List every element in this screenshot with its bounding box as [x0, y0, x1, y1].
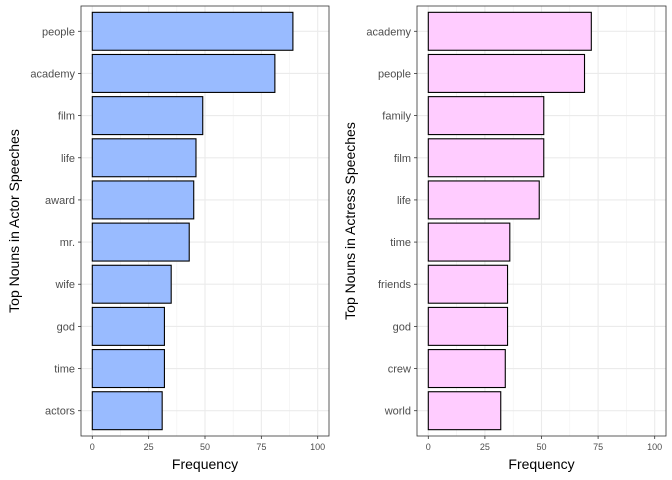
- actress-x-tick-label: 0: [426, 442, 431, 452]
- actress-x-tick-label: 100: [647, 442, 662, 452]
- actor-bar-mr: [91, 222, 190, 262]
- actress-bar-people: [427, 53, 586, 93]
- actor-y-tick-label: god: [57, 321, 75, 333]
- actor-bar-time: [91, 349, 165, 389]
- actor-bar-film: [91, 96, 204, 136]
- actor-y-tick-label: people: [42, 26, 75, 38]
- actor-bar-people: [91, 11, 294, 51]
- actor-x-tick-label: 100: [310, 442, 325, 452]
- actor-bar-life: [91, 138, 197, 178]
- actress-x-axis-title: Frequency: [508, 456, 574, 472]
- actress-y-tick-label: people: [378, 68, 411, 80]
- actor-y-tick-label: film: [58, 111, 75, 123]
- actor-y-axis-title: Top Nouns in Actor Speeches: [6, 129, 22, 313]
- actress-bar-academy: [427, 11, 592, 51]
- actress-y-tick-label: film: [394, 153, 411, 165]
- actress-bar-family: [427, 96, 545, 136]
- actress-y-tick-label: god: [393, 321, 411, 333]
- actress-bar-crew: [427, 349, 506, 389]
- actress-y-tick-label: friends: [378, 279, 412, 291]
- actress-bar-film: [427, 138, 545, 178]
- actor-x-axis-title: Frequency: [172, 456, 238, 472]
- actress-y-tick-label: crew: [388, 364, 411, 376]
- actor-y-tick-label: academy: [30, 68, 75, 80]
- actor-x-tick-label: 25: [144, 442, 154, 452]
- actress-bar-world: [427, 391, 502, 431]
- actress-x-tick-label: 75: [593, 442, 603, 452]
- actress-y-tick-label: academy: [366, 26, 411, 38]
- actress-x-tick-label: 25: [480, 442, 490, 452]
- actress-panel: academy people family film life time friends go…: [342, 5, 667, 472]
- actor-bar-award: [91, 180, 195, 220]
- actor-x-tick-label: 75: [256, 442, 266, 452]
- actress-y-tick-label: life: [397, 195, 411, 207]
- actor-x-tick-label: 0: [90, 442, 95, 452]
- actor-y-tick-label: life: [61, 153, 75, 165]
- actress-bar-life: [427, 180, 540, 220]
- actor-y-tick-label: mr.: [60, 237, 75, 249]
- actress-bar-friends: [427, 264, 509, 304]
- actor-y-tick-label: actors: [45, 406, 75, 418]
- actor-bar-wife: [91, 264, 172, 304]
- actor-bar-academy: [91, 53, 276, 93]
- actress-y-tick-label: world: [384, 406, 411, 418]
- actress-y-tick-label: family: [382, 111, 411, 123]
- actress-bar-time: [427, 222, 511, 262]
- actor-bar-actors: [91, 391, 163, 431]
- actor-x-tick-label: 50: [200, 442, 210, 452]
- actor-bar-god: [91, 306, 165, 346]
- actor-y-tick-label: wife: [54, 279, 75, 291]
- actress-y-axis-title: Top Nouns in Actress Speeches: [342, 122, 358, 320]
- actress-x-tick-label: 50: [536, 442, 546, 452]
- actor-panel: people academy film life award mr. wife god time…: [6, 5, 330, 472]
- actor-y-tick-label: award: [45, 195, 75, 207]
- actress-y-tick-label: time: [390, 237, 411, 249]
- actor-y-tick-label: time: [54, 364, 75, 376]
- actress-bar-god: [427, 306, 509, 346]
